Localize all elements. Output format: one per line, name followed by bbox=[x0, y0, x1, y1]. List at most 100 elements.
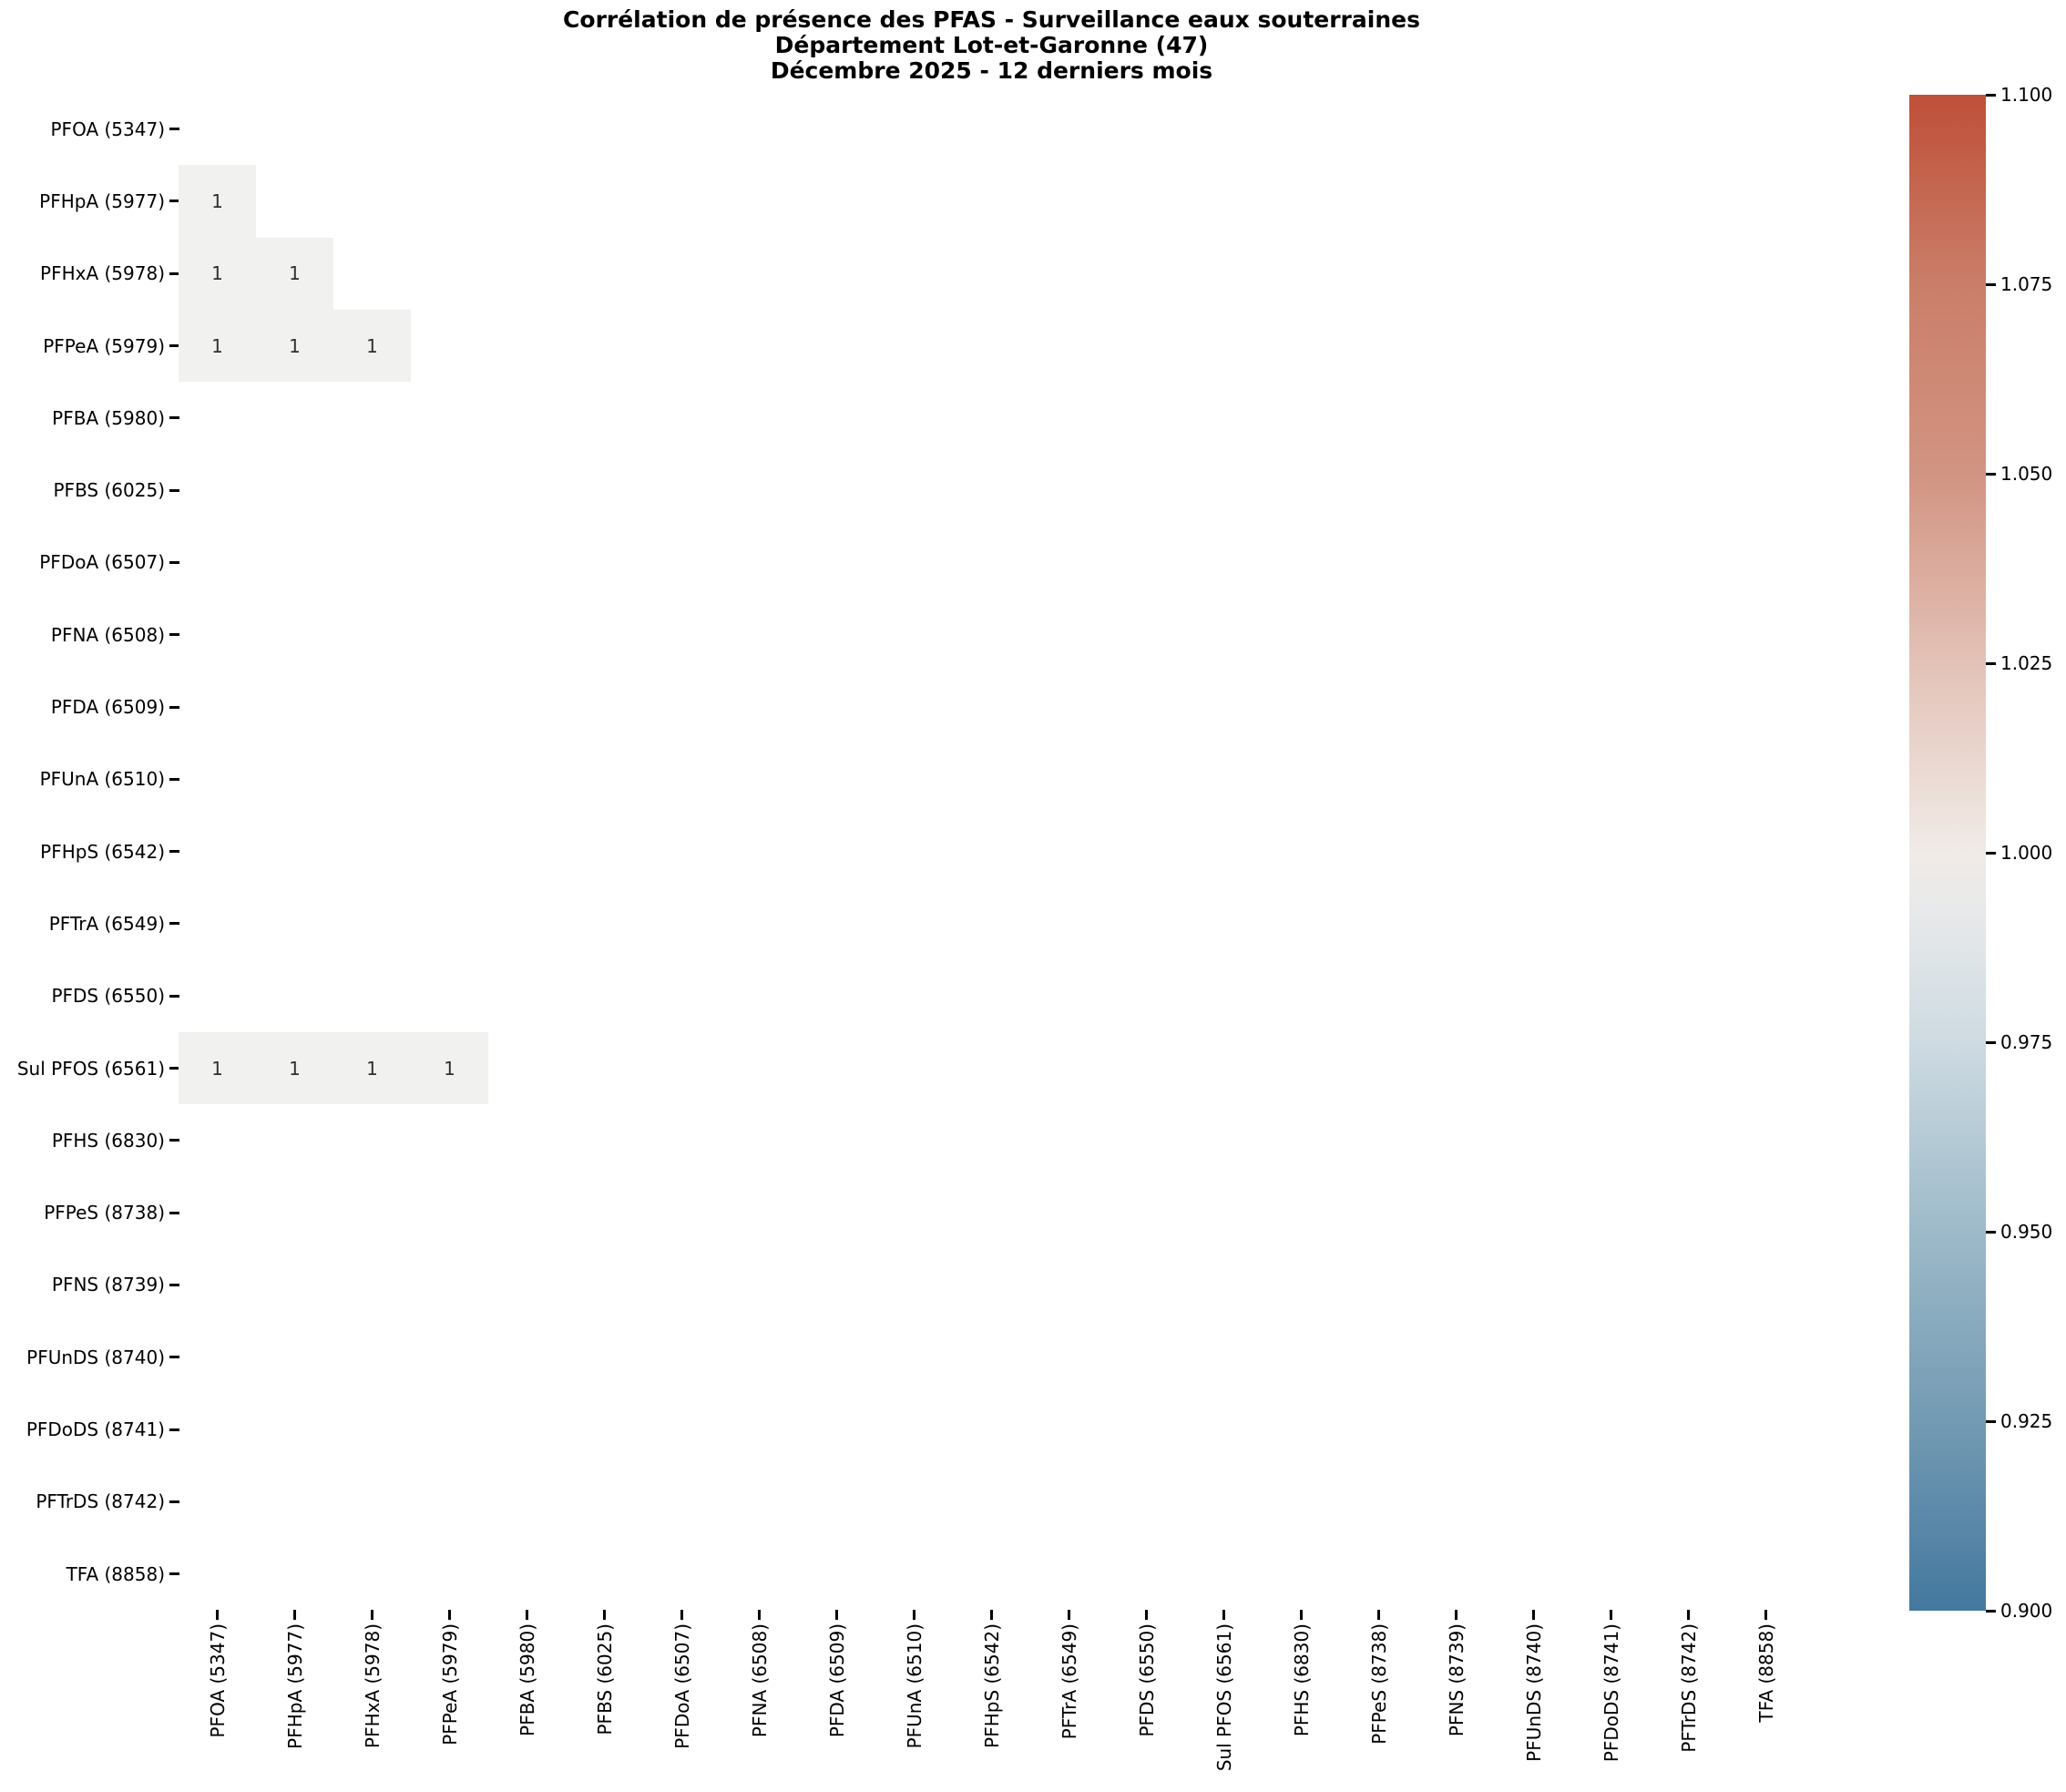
chart-title: Corrélation de présence des PFAS - Surve… bbox=[179, 7, 1805, 84]
colorbar-tick-label: 1.025 bbox=[2000, 652, 2053, 674]
x-axis-tick bbox=[1300, 1610, 1303, 1620]
colorbar-tick bbox=[1986, 1419, 1996, 1423]
colorbar-tick-label: 0.900 bbox=[2000, 1600, 2053, 1622]
x-axis-label: PFBA (5980) bbox=[514, 1623, 541, 1736]
x-axis-label: Sul PFOS (6561) bbox=[1211, 1623, 1238, 1771]
heatmap-cell: 1 bbox=[179, 165, 256, 238]
x-axis-tick bbox=[990, 1610, 993, 1620]
y-axis-tick bbox=[169, 1428, 179, 1431]
colorbar-tick-label: 1.100 bbox=[2000, 84, 2053, 106]
chart-title-line3: Décembre 2025 - 12 derniers mois bbox=[770, 57, 1213, 84]
y-axis-label: PFTrDS (8742) bbox=[36, 1490, 165, 1513]
x-axis-label: PFDoA (6507) bbox=[669, 1623, 696, 1749]
heatmap-cell: 1 bbox=[411, 1031, 488, 1105]
colorbar-tick-label: 0.975 bbox=[2000, 1031, 2053, 1053]
heatmap-cell: 1 bbox=[333, 309, 411, 383]
y-axis-tick bbox=[169, 416, 179, 420]
y-axis-label: PFUnDS (8740) bbox=[26, 1346, 165, 1368]
chart-title-line2: Département Lot-et-Garonne (47) bbox=[774, 32, 1209, 58]
y-axis-tick bbox=[169, 271, 179, 275]
x-axis-label: PFNS (8739) bbox=[1443, 1623, 1470, 1736]
x-axis-label-text: PFTrA (6549) bbox=[1058, 1623, 1080, 1740]
x-axis-label: PFNA (6508) bbox=[746, 1623, 773, 1737]
x-axis-label-text: PFDoA (6507) bbox=[670, 1623, 693, 1749]
x-axis-label: PFBS (6025) bbox=[591, 1623, 619, 1736]
x-axis-label: PFTrDS (8742) bbox=[1675, 1623, 1703, 1753]
heatmap-cell: 1 bbox=[179, 1031, 256, 1105]
x-axis-label-text: PFBA (5980) bbox=[516, 1623, 538, 1736]
x-axis-label-text: PFUnDS (8740) bbox=[1522, 1623, 1545, 1762]
x-axis-label: PFHpA (5977) bbox=[281, 1623, 309, 1749]
heatmap-cell: 1 bbox=[179, 237, 256, 310]
y-axis-tick bbox=[169, 128, 179, 131]
x-axis-tick bbox=[1145, 1610, 1148, 1620]
y-axis-tick bbox=[169, 488, 179, 492]
y-axis-label: TFA (8858) bbox=[66, 1562, 165, 1585]
y-axis-label: PFPeA (5979) bbox=[43, 334, 165, 357]
x-axis-tick bbox=[216, 1610, 219, 1620]
x-axis-label: TFA (8858) bbox=[1753, 1623, 1780, 1722]
x-axis-tick bbox=[526, 1610, 528, 1620]
colorbar-tick-label: 0.925 bbox=[2000, 1410, 2053, 1432]
x-axis-label: PFUnA (6510) bbox=[901, 1623, 928, 1748]
x-axis-label: PFDS (6550) bbox=[1133, 1623, 1161, 1737]
x-axis-label-text: PFHS (6830) bbox=[1290, 1623, 1313, 1737]
x-axis-tick bbox=[1764, 1610, 1767, 1620]
heatmap-cell: 1 bbox=[333, 1031, 411, 1105]
x-axis-label-text: PFDoDS (8741) bbox=[1600, 1623, 1622, 1763]
y-axis-tick bbox=[169, 705, 179, 709]
x-axis-label-text: PFOA (5347) bbox=[206, 1623, 229, 1738]
x-axis-label: PFDoDS (8741) bbox=[1598, 1623, 1625, 1762]
colorbar-tick-label: 1.000 bbox=[2000, 842, 2053, 864]
y-axis-label: PFHxA (5978) bbox=[40, 262, 165, 285]
heatmap-cell: 1 bbox=[179, 309, 256, 383]
y-axis-tick bbox=[169, 994, 179, 998]
x-axis-tick bbox=[913, 1610, 915, 1620]
x-axis-label: PFUnDS (8740) bbox=[1520, 1623, 1548, 1762]
y-axis-label: PFDoDS (8741) bbox=[26, 1418, 165, 1441]
x-axis-tick bbox=[1068, 1610, 1070, 1620]
y-axis-tick bbox=[169, 560, 179, 564]
colorbar-tick bbox=[1986, 472, 1996, 476]
y-axis-label: PFPeS (8738) bbox=[44, 1202, 165, 1224]
x-axis-tick bbox=[293, 1610, 296, 1620]
x-axis-label-text: PFDS (6550) bbox=[1135, 1623, 1158, 1737]
x-axis-label-text: PFUnA (6510) bbox=[903, 1623, 926, 1749]
x-axis-label-text: PFHpS (6542) bbox=[980, 1623, 1003, 1748]
x-axis-label-text: PFHpA (5977) bbox=[283, 1623, 306, 1749]
y-axis-label: PFBA (5980) bbox=[52, 406, 165, 429]
y-axis-label: PFUnA (6510) bbox=[39, 768, 165, 791]
x-axis-tick bbox=[1455, 1610, 1457, 1620]
colorbar-tick bbox=[1986, 93, 1996, 97]
colorbar-tick bbox=[1986, 1230, 1996, 1234]
colorbar-tick bbox=[1986, 1609, 1996, 1613]
y-axis-label: PFDA (6509) bbox=[50, 696, 165, 719]
y-axis-tick bbox=[169, 1067, 179, 1070]
y-axis-tick bbox=[169, 777, 179, 781]
y-axis-label: PFHpA (5977) bbox=[39, 189, 165, 212]
x-axis-tick bbox=[758, 1610, 761, 1620]
colorbar-tick-label: 0.950 bbox=[2000, 1221, 2053, 1243]
y-axis-label: PFDoA (6507) bbox=[39, 551, 165, 574]
y-axis-label: PFTrA (6549) bbox=[48, 912, 165, 935]
x-axis-label-text: PFHxA (5978) bbox=[361, 1623, 384, 1748]
x-axis-tick bbox=[1222, 1610, 1225, 1620]
colorbar-tick bbox=[1986, 661, 1996, 665]
y-axis-label: Sul PFOS (6561) bbox=[16, 1057, 165, 1080]
x-axis-label: PFPeA (5979) bbox=[436, 1623, 464, 1746]
x-axis-label-text: PFDA (6509) bbox=[825, 1623, 848, 1738]
y-axis-label: PFHS (6830) bbox=[51, 1129, 165, 1152]
x-axis-label: PFHxA (5978) bbox=[359, 1623, 386, 1748]
colorbar-gradient bbox=[1909, 95, 1986, 1611]
colorbar-tick-label: 1.075 bbox=[2000, 273, 2053, 295]
x-axis-tick bbox=[1610, 1610, 1612, 1620]
y-axis-tick bbox=[169, 922, 179, 926]
x-axis-label: PFOA (5347) bbox=[204, 1623, 231, 1738]
x-axis-tick bbox=[1687, 1610, 1690, 1620]
y-axis-tick bbox=[169, 1283, 179, 1286]
x-axis-tick bbox=[448, 1610, 451, 1620]
y-axis-label: PFNS (8739) bbox=[51, 1274, 165, 1296]
x-axis-tick bbox=[371, 1610, 373, 1620]
x-axis-label-text: PFNA (6508) bbox=[748, 1623, 771, 1738]
